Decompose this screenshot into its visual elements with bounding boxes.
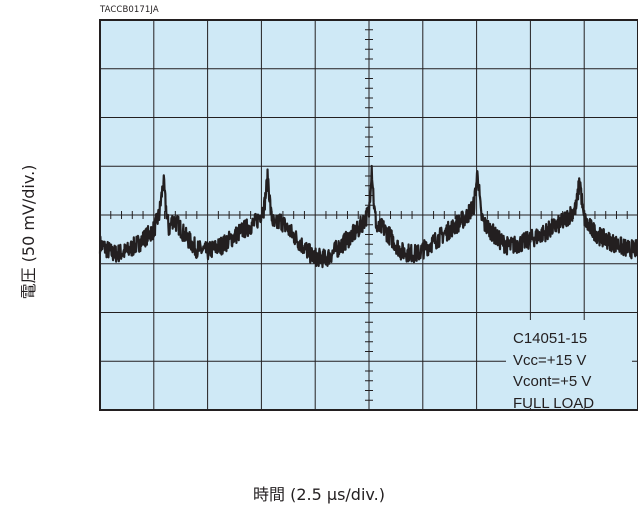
y-axis-label: 電圧 (50 mV/div.) <box>19 164 38 300</box>
annotation-box-background <box>506 320 632 408</box>
annotation-load: FULL LOAD <box>513 394 595 412</box>
annotation-model: C14051-15 <box>513 330 588 347</box>
annotation-vcont: Vcont=+5 V <box>513 373 592 390</box>
annotation-vcc: Vcc=+15 V <box>513 351 587 369</box>
document-id: TACCB0171JA <box>100 5 159 15</box>
annotation-text: C14051-15 Vcc=+15 V Vcont=+5 V FULL LOAD <box>513 328 594 414</box>
waveform-trace <box>98 164 638 269</box>
annotation-box <box>506 320 632 408</box>
waveform-series <box>98 164 638 269</box>
x-axis-label: 時間 (2.5 µs/div.) <box>253 485 385 504</box>
grid-lines <box>100 20 638 410</box>
plot-border <box>99 19 638 411</box>
